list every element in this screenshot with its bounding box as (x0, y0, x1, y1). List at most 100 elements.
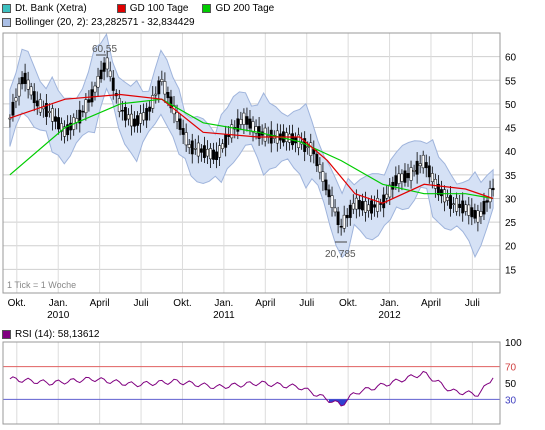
candle-body (212, 149, 215, 160)
candle-body (154, 93, 158, 96)
candle-body (139, 113, 143, 124)
candle-body (136, 115, 139, 126)
candle-body (123, 107, 127, 121)
candle-body (151, 95, 155, 109)
candle-body (44, 103, 48, 117)
legend-rsi-swatch (2, 330, 11, 339)
x-tick-label: Jan. (380, 298, 399, 309)
x-tick-label: Juli (134, 298, 149, 309)
low-annotation: 20,785 (325, 249, 356, 260)
candle-body (482, 201, 486, 215)
candle-body (266, 135, 270, 137)
rsi-line (9, 370, 494, 407)
x-tick-label: April (255, 298, 275, 309)
legend-rsi: RSI (14): 58,13612 (2, 329, 100, 340)
candle-body (126, 114, 130, 120)
y-tick-label: 20 (505, 242, 517, 253)
candle-body (415, 160, 419, 175)
candle-body (29, 86, 33, 96)
x-tick-label: Juli (465, 298, 480, 309)
candle-body (433, 179, 437, 189)
legend-ma100-label: GD 100 Tage (129, 3, 189, 14)
candle-body (446, 197, 449, 201)
candle-body (421, 154, 425, 169)
candle-body (50, 108, 54, 122)
candle-body (17, 83, 21, 97)
candle-body (254, 126, 258, 134)
candle-body (57, 117, 60, 130)
candle-body (288, 133, 291, 143)
candle-body (20, 77, 24, 85)
candle-body (412, 170, 416, 172)
candle-body (488, 188, 492, 203)
legend-stock-label: Dt. Bank (Xetra) (15, 3, 87, 14)
candle-body (148, 106, 152, 112)
candle-body (205, 148, 209, 157)
x-tick-label: April (90, 298, 110, 309)
candle-body (449, 195, 453, 209)
candle-body (102, 62, 106, 72)
x-tick-label: Jan. (49, 298, 68, 309)
candle-body (458, 203, 462, 208)
candle-body (227, 134, 231, 137)
candle-body (394, 175, 398, 186)
ma100-line (9, 93, 494, 204)
candle-body (190, 140, 194, 155)
candle-body (142, 112, 146, 121)
x-tick-label: Jan. (214, 298, 233, 309)
candle-body (436, 183, 440, 196)
candle-body (47, 111, 51, 114)
y-tick-label: 60 (505, 53, 517, 64)
candle-body (403, 170, 407, 183)
candle-body (90, 89, 94, 103)
candle-body (464, 204, 468, 212)
candle-body (439, 189, 443, 197)
candle-body (66, 124, 70, 136)
y-tick-label: 45 (505, 124, 517, 135)
legend-ma200-swatch (202, 4, 212, 13)
candle-body (443, 189, 446, 203)
rsi-y-tick-label: 30 (505, 395, 517, 406)
candle-body (221, 143, 225, 149)
year-label: 2012 (378, 310, 401, 321)
x-tick-label: Okt. (339, 298, 357, 309)
candle-body (239, 119, 243, 125)
y-tick-label: 35 (505, 171, 517, 182)
candle-body (157, 80, 161, 95)
legend-ma200-label: GD 200 Tage (215, 3, 275, 14)
candle-body (376, 198, 380, 212)
year-label: 2010 (47, 310, 70, 321)
candle-body (385, 193, 389, 199)
candle-body (336, 211, 340, 226)
candle-body (364, 201, 367, 213)
candle-body (409, 167, 413, 181)
candle-body (199, 148, 203, 153)
candle-body (427, 165, 431, 178)
candle-body (379, 203, 383, 205)
candle-body (224, 134, 228, 148)
candle-body (78, 109, 82, 124)
candle-body (397, 173, 401, 184)
candle-body (406, 173, 410, 179)
candle-body (84, 99, 88, 114)
candle-body (324, 179, 328, 191)
candle-body (26, 79, 30, 90)
candle-body (175, 112, 179, 122)
candle-body (145, 108, 149, 121)
candle-body (178, 118, 182, 130)
y-tick-label: 25 (505, 218, 517, 229)
candle-body (99, 69, 103, 80)
high-annotation: 60,55 (92, 44, 117, 55)
candle-body (330, 195, 334, 208)
candle-body (455, 198, 459, 212)
candle-body (373, 204, 377, 208)
candle-body (391, 181, 395, 190)
candle-body (333, 207, 337, 213)
candle-body (476, 210, 480, 223)
candle-body (230, 124, 234, 139)
candle-body (430, 173, 434, 182)
candle-body (327, 189, 331, 198)
candle-body (63, 126, 67, 137)
candle-body (184, 132, 188, 146)
